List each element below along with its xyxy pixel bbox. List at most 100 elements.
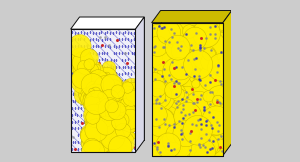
Point: [186, 72, 190, 74]
Point: [210, 52, 215, 55]
Point: [213, 28, 218, 31]
Point: [196, 126, 201, 128]
Point: [160, 47, 165, 50]
Point: [209, 97, 214, 99]
Point: [100, 127, 105, 130]
Point: [118, 129, 123, 131]
Point: [154, 44, 159, 46]
Point: [201, 144, 206, 147]
Point: [155, 129, 160, 132]
Point: [152, 24, 157, 27]
Point: [175, 66, 179, 68]
Point: [190, 87, 195, 89]
Point: [91, 116, 95, 118]
Point: [187, 51, 192, 53]
Point: [203, 69, 208, 71]
Point: [186, 127, 190, 129]
Point: [188, 109, 193, 112]
Point: [103, 124, 108, 127]
Point: [153, 144, 158, 147]
Point: [177, 57, 182, 60]
Point: [78, 57, 83, 60]
Point: [167, 104, 172, 107]
Point: [209, 72, 214, 75]
Point: [187, 106, 192, 109]
Point: [154, 69, 159, 72]
Point: [103, 111, 107, 114]
Point: [218, 50, 223, 52]
Point: [184, 120, 188, 123]
Point: [218, 68, 222, 71]
Point: [209, 120, 214, 123]
Point: [218, 143, 222, 145]
Point: [183, 151, 188, 154]
Point: [176, 77, 181, 79]
Point: [187, 30, 192, 33]
Point: [177, 128, 182, 131]
Point: [198, 88, 203, 90]
Point: [209, 95, 214, 97]
Point: [158, 60, 163, 63]
Point: [170, 148, 175, 150]
Point: [117, 121, 122, 124]
Point: [191, 41, 196, 43]
Point: [164, 70, 169, 73]
Point: [154, 50, 159, 52]
Point: [190, 80, 194, 82]
Point: [150, 24, 155, 26]
Point: [198, 47, 203, 50]
Point: [161, 48, 166, 50]
Point: [208, 89, 213, 91]
Point: [200, 54, 204, 56]
Point: [110, 94, 115, 97]
Point: [156, 25, 161, 28]
Point: [206, 52, 211, 54]
Point: [184, 105, 189, 108]
Point: [169, 57, 174, 59]
Point: [193, 81, 198, 83]
Point: [218, 117, 223, 119]
Point: [152, 145, 157, 147]
Point: [186, 129, 191, 131]
Point: [204, 55, 209, 58]
Point: [164, 135, 169, 138]
Point: [81, 80, 85, 83]
Point: [200, 119, 205, 122]
Point: [214, 121, 219, 124]
Point: [210, 114, 215, 117]
Point: [100, 144, 105, 147]
Polygon shape: [70, 29, 135, 152]
Point: [118, 124, 123, 126]
Point: [104, 121, 109, 123]
Point: [110, 122, 115, 125]
Point: [179, 50, 184, 52]
Point: [197, 140, 202, 143]
Point: [182, 147, 187, 150]
Point: [214, 118, 218, 120]
Point: [212, 93, 217, 95]
Point: [195, 77, 200, 80]
Point: [126, 117, 131, 120]
Point: [210, 77, 214, 79]
Point: [164, 108, 169, 110]
Point: [208, 108, 213, 111]
Point: [92, 118, 97, 121]
Point: [159, 29, 164, 31]
Point: [219, 87, 224, 89]
Point: [182, 75, 186, 78]
Point: [219, 115, 224, 117]
Point: [151, 38, 155, 41]
Point: [192, 77, 197, 79]
Point: [168, 98, 173, 100]
Point: [203, 145, 208, 148]
Point: [214, 119, 219, 122]
Point: [207, 61, 212, 63]
Point: [167, 116, 172, 119]
Point: [177, 97, 182, 99]
Point: [173, 64, 178, 67]
Point: [106, 138, 111, 140]
Point: [218, 132, 223, 135]
Point: [87, 57, 92, 59]
Point: [160, 144, 165, 147]
Point: [152, 54, 157, 57]
